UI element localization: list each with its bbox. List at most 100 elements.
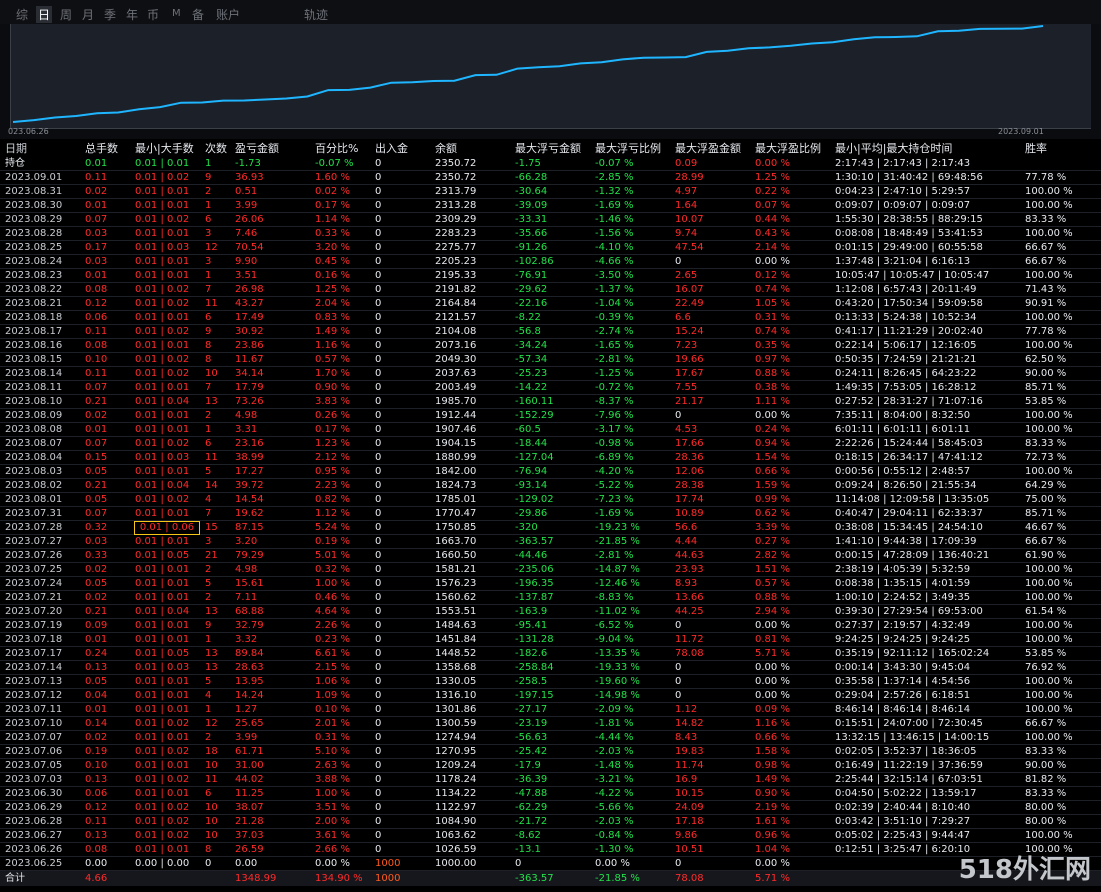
table-row[interactable]: 2023.06.28 0.11 0.01 | 0.02 10 21.28 2.00 % 0 1…	[0, 815, 1101, 829]
cell-min-max-lots: 0.01 | 0.01	[135, 690, 190, 701]
table-row[interactable]: 2023.08.02 0.21 0.01 | 0.04 14 39.72 2.23 % 0 1…	[0, 479, 1101, 493]
cell-max-float-profit: 16.07	[675, 284, 704, 295]
tab-notes[interactable]: 备	[192, 8, 205, 22]
table-row[interactable]: 2023.07.19 0.09 0.01 | 0.01 9 32.79 2.26 % 0 14…	[0, 619, 1101, 633]
cell-max-float-profit: 19.83	[675, 746, 704, 757]
table-row[interactable]: 2023.06.30 0.06 0.01 | 0.01 6 11.25 1.00 % 0 11…	[0, 787, 1101, 801]
total-row[interactable]: 合计 4.66 1348.99 134.90 % 1000 -363.57 -21.85 %…	[0, 871, 1101, 886]
cell-deposit: 0	[375, 522, 382, 533]
cell-deposit: 0	[375, 746, 382, 757]
cell-pct: 0.95 %	[315, 466, 350, 477]
tab-year[interactable]: 年	[126, 8, 139, 22]
table-row[interactable]: 2023.08.16 0.08 0.01 | 0.01 8 23.86 1.16 % 0 20…	[0, 339, 1101, 353]
table-row[interactable]: 2023.07.27 0.03 0.01 | 0.01 3 3.20 0.19 % 0 166…	[0, 535, 1101, 549]
table-row[interactable]: 2023.08.10 0.21 0.01 | 0.04 13 73.26 3.83 % 0 1…	[0, 395, 1101, 409]
table-row[interactable]: 2023.08.29 0.07 0.01 | 0.02 6 26.06 1.14 % 0 23…	[0, 213, 1101, 227]
tab-currency[interactable]: 币	[147, 8, 160, 22]
table-row[interactable]: 2023.07.24 0.05 0.01 | 0.01 5 15.61 1.00 % 0 15…	[0, 577, 1101, 591]
cell-hold-time: 2:38:19 | 4:05:39 | 5:32:59	[835, 564, 971, 575]
table-row[interactable]: 2023.07.14 0.13 0.01 | 0.03 13 28.63 2.15 % 0 1…	[0, 661, 1101, 675]
table-row[interactable]: 2023.07.31 0.07 0.01 | 0.01 7 19.62 1.12 % 0 17…	[0, 507, 1101, 521]
table-row[interactable]: 2023.08.01 0.05 0.01 | 0.02 4 14.54 0.82 % 0 17…	[0, 493, 1101, 507]
table-row[interactable]: 2023.08.17 0.11 0.01 | 0.02 9 30.92 1.49 % 0 21…	[0, 325, 1101, 339]
table-row[interactable]: 2023.07.06 0.19 0.01 | 0.02 18 61.71 5.10 % 0 1…	[0, 745, 1101, 759]
table-row[interactable]: 2023.09.01 0.11 0.01 | 0.02 9 36.93 1.60 % 0 23…	[0, 171, 1101, 185]
cell-total-lots: 0.08	[85, 844, 108, 855]
cell-win-rate: 100.00 %	[1025, 592, 1073, 603]
cell-deposit: 0	[375, 200, 382, 211]
table-row[interactable]: 2023.08.11 0.07 0.01 | 0.01 7 17.79 0.90 % 0 20…	[0, 381, 1101, 395]
table-row[interactable]: 2023.07.05 0.10 0.01 | 0.01 10 31.00 2.63 % 0 1…	[0, 759, 1101, 773]
cell-total-lots: 0.11	[85, 172, 108, 183]
tab-trajectory[interactable]: 轨迹	[304, 8, 329, 22]
cell-balance: 1274.94	[435, 732, 477, 743]
x-axis-end-label: 2023.09.01	[998, 127, 1044, 136]
cell-max-float-loss-pct: -7.23 %	[595, 494, 634, 505]
tab-summary[interactable]: 综	[16, 8, 29, 22]
table-row[interactable]: 2023.06.27 0.13 0.01 | 0.02 10 37.03 3.61 % 0 1…	[0, 829, 1101, 843]
table-row[interactable]: 2023.08.15 0.10 0.01 | 0.02 8 11.67 0.57 % 0 20…	[0, 353, 1101, 367]
table-row[interactable]: 2023.06.25 0.00 0.00 | 0.00 0 0.00 0.00 % 1000…	[0, 857, 1101, 871]
table-row[interactable]: 2023.07.10 0.14 0.01 | 0.02 12 25.65 2.01 % 0 1…	[0, 717, 1101, 731]
table-row[interactable]: 2023.08.30 0.01 0.01 | 0.01 1 3.99 0.17 % 0 231…	[0, 199, 1101, 213]
tab-m[interactable]: M	[172, 8, 181, 19]
cell-pnl: 26.06	[235, 214, 264, 225]
table-row[interactable]: 2023.07.07 0.02 0.01 | 0.01 2 3.99 0.31 % 0 127…	[0, 731, 1101, 745]
table-row[interactable]: 2023.07.17 0.24 0.01 | 0.05 13 89.84 6.61 % 0 1…	[0, 647, 1101, 661]
cell-win-rate: 62.50 %	[1025, 354, 1067, 365]
cell-max-float-loss-pct: -2.09 %	[595, 704, 634, 715]
cell-date: 2023.06.26	[5, 844, 63, 855]
cell-count: 10	[205, 760, 218, 771]
table-row[interactable]: 2023.08.23 0.01 0.01 | 0.01 1 3.51 0.16 % 0 219…	[0, 269, 1101, 283]
tab-account[interactable]: 账户	[216, 8, 241, 22]
cell-win-rate: 64.29 %	[1025, 480, 1067, 491]
table-row[interactable]: 2023.07.18 0.01 0.01 | 0.01 1 3.32 0.23 % 0 145…	[0, 633, 1101, 647]
cell-max-float-loss-pct: -1.25 %	[595, 368, 634, 379]
table-row[interactable]: 2023.06.26 0.08 0.01 | 0.01 8 26.59 2.66 % 0 10…	[0, 843, 1101, 857]
table-row[interactable]: 2023.08.31 0.02 0.01 | 0.01 2 0.51 0.02 % 0 231…	[0, 185, 1101, 199]
cell-max-float-loss-pct: -19.60 %	[595, 676, 640, 687]
holding-row[interactable]: 持仓 0.01 0.01 | 0.01 1 -1.73 -0.07 % 0 2350.72 -1…	[0, 157, 1101, 171]
cell-min-max-lots: 0.01 | 0.01	[135, 536, 190, 547]
table-row[interactable]: 2023.08.04 0.15 0.01 | 0.03 11 38.99 2.12 % 0 1…	[0, 451, 1101, 465]
cell-hold-time: 0:35:19 | 92:11:12 | 165:02:24	[835, 648, 990, 659]
table-row[interactable]: 2023.08.07 0.07 0.01 | 0.02 6 23.16 1.23 % 0 19…	[0, 437, 1101, 451]
table-row[interactable]: 2023.07.25 0.02 0.01 | 0.01 2 4.98 0.32 % 0 158…	[0, 563, 1101, 577]
table-row[interactable]: 2023.07.03 0.13 0.01 | 0.02 11 44.02 3.88 % 0 1…	[0, 773, 1101, 787]
tab-month[interactable]: 月	[82, 8, 95, 22]
cell-deposit: 0	[375, 550, 382, 561]
table-row[interactable]: 2023.08.09 0.02 0.01 | 0.01 2 4.98 0.26 % 0 191…	[0, 409, 1101, 423]
table-row[interactable]: 2023.07.11 0.01 0.01 | 0.01 1 1.27 0.10 % 0 130…	[0, 703, 1101, 717]
table-row[interactable]: 2023.08.21 0.12 0.01 | 0.02 11 43.27 2.04 % 0 2…	[0, 297, 1101, 311]
cell-max-float-profit: 10.89	[675, 508, 704, 519]
table-row[interactable]: 2023.08.25 0.17 0.01 | 0.03 12 70.54 3.20 % 0 2…	[0, 241, 1101, 255]
table-row[interactable]: 2023.07.12 0.04 0.01 | 0.01 4 14.24 1.09 % 0 13…	[0, 689, 1101, 703]
cell-max-float-profit: 17.66	[675, 438, 704, 449]
table-header[interactable]: 日期 总手数 最小|大手数 次数 盈亏金额 百分比% 出入金 余额 最大浮亏金额 最大浮亏比例 最大…	[0, 141, 1101, 157]
table-row[interactable]: 2023.07.28 0.32 0.01 | 0.06 15 87.15 5.24 % 0 1…	[0, 521, 1101, 535]
table-row[interactable]: 2023.07.26 0.33 0.01 | 0.05 21 79.29 5.01 % 0 1…	[0, 549, 1101, 563]
table-row[interactable]: 2023.08.03 0.05 0.01 | 0.01 5 17.27 0.95 % 0 18…	[0, 465, 1101, 479]
cell-max-float-profit: 21.17	[675, 396, 704, 407]
table-row[interactable]: 2023.07.13 0.05 0.01 | 0.01 5 13.95 1.06 % 0 13…	[0, 675, 1101, 689]
table-row[interactable]: 2023.07.20 0.21 0.01 | 0.04 13 68.88 4.64 % 0 1…	[0, 605, 1101, 619]
cell-max-float-loss-pct: -1.56 %	[595, 228, 634, 239]
cell-max-float-profit-pct: 0.88 %	[755, 368, 790, 379]
table-row[interactable]: 2023.06.29 0.12 0.01 | 0.02 10 38.07 3.51 % 0 1…	[0, 801, 1101, 815]
tab-quarter[interactable]: 季	[104, 8, 117, 22]
table-row[interactable]: 2023.08.18 0.06 0.01 | 0.01 6 17.49 0.83 % 0 21…	[0, 311, 1101, 325]
cell-max-float-loss: -66.28	[515, 172, 548, 183]
cell-balance: 1122.97	[435, 802, 477, 813]
cell-pct: 1.70 %	[315, 368, 350, 379]
cell-win-rate: 100.00 %	[1025, 634, 1073, 645]
cell-max-float-loss: -13.1	[515, 844, 541, 855]
table-row[interactable]: 2023.08.28 0.03 0.01 | 0.01 3 7.46 0.33 % 0 228…	[0, 227, 1101, 241]
table-row[interactable]: 2023.08.08 0.01 0.01 | 0.01 1 3.31 0.17 % 0 190…	[0, 423, 1101, 437]
table-row[interactable]: 2023.08.14 0.11 0.01 | 0.02 10 34.14 1.70 % 0 2…	[0, 367, 1101, 381]
tab-week[interactable]: 周	[60, 8, 73, 22]
cell-max-float-loss-pct: -4.22 %	[595, 788, 634, 799]
table-row[interactable]: 2023.08.22 0.08 0.01 | 0.02 7 26.98 1.25 % 0 21…	[0, 283, 1101, 297]
tab-day[interactable]: 日	[36, 6, 53, 23]
table-row[interactable]: 2023.08.24 0.03 0.01 | 0.01 3 9.90 0.45 % 0 220…	[0, 255, 1101, 269]
table-row[interactable]: 2023.07.21 0.02 0.01 | 0.01 2 7.11 0.46 % 0 156…	[0, 591, 1101, 605]
